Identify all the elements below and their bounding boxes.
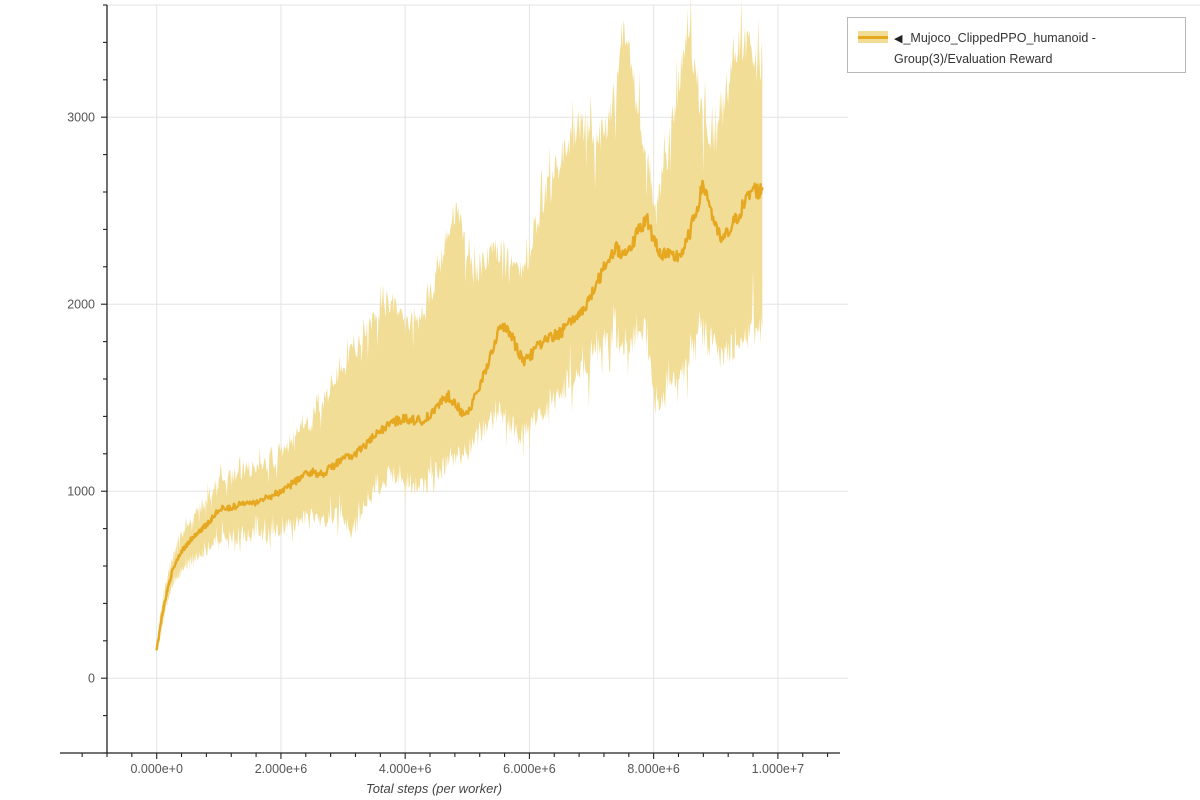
x-tick-label: 2.000e+6 [255,762,308,776]
mean-line [155,179,764,651]
legend-line-swatch [858,36,888,39]
y-tick-label: 2000 [67,298,95,312]
axes [60,4,840,759]
legend-entry-text: ◀_Mujoco_ClippedPPO_humanoid - Group(3)/… [894,28,1175,69]
legend[interactable]: ◀_Mujoco_ClippedPPO_humanoid - Group(3)/… [847,17,1186,73]
collapse-triangle-icon[interactable]: ◀ [894,33,903,45]
x-axis-title: Total steps (per worker) [366,781,502,796]
x-tick-label: 1.000e+7 [752,762,805,776]
legend-color-swatch [858,29,888,45]
y-tick-label: 0 [88,672,95,686]
x-tick-label: 8.000e+6 [627,762,680,776]
y-tick-label: 3000 [67,111,95,125]
x-tick-labels: 0.000e+0 2.000e+6 4.000e+6 6.000e+6 8.000e+6… [130,762,804,776]
x-tick-label: 0.000e+0 [130,762,183,776]
x-tick-label: 6.000e+6 [503,762,556,776]
y-tick-label: 1000 [67,485,95,499]
x-tick-label: 4.000e+6 [379,762,432,776]
y-tick-labels: 0 1000 2000 3000 [67,111,95,686]
mean-line-path [155,179,764,651]
confidence-band [156,0,763,652]
legend-entry-label: _Mujoco_ClippedPPO_humanoid - Group(3)/E… [894,31,1096,66]
confidence-band-area [156,0,763,652]
legend-entry[interactable]: ◀_Mujoco_ClippedPPO_humanoid - Group(3)/… [858,28,1175,69]
